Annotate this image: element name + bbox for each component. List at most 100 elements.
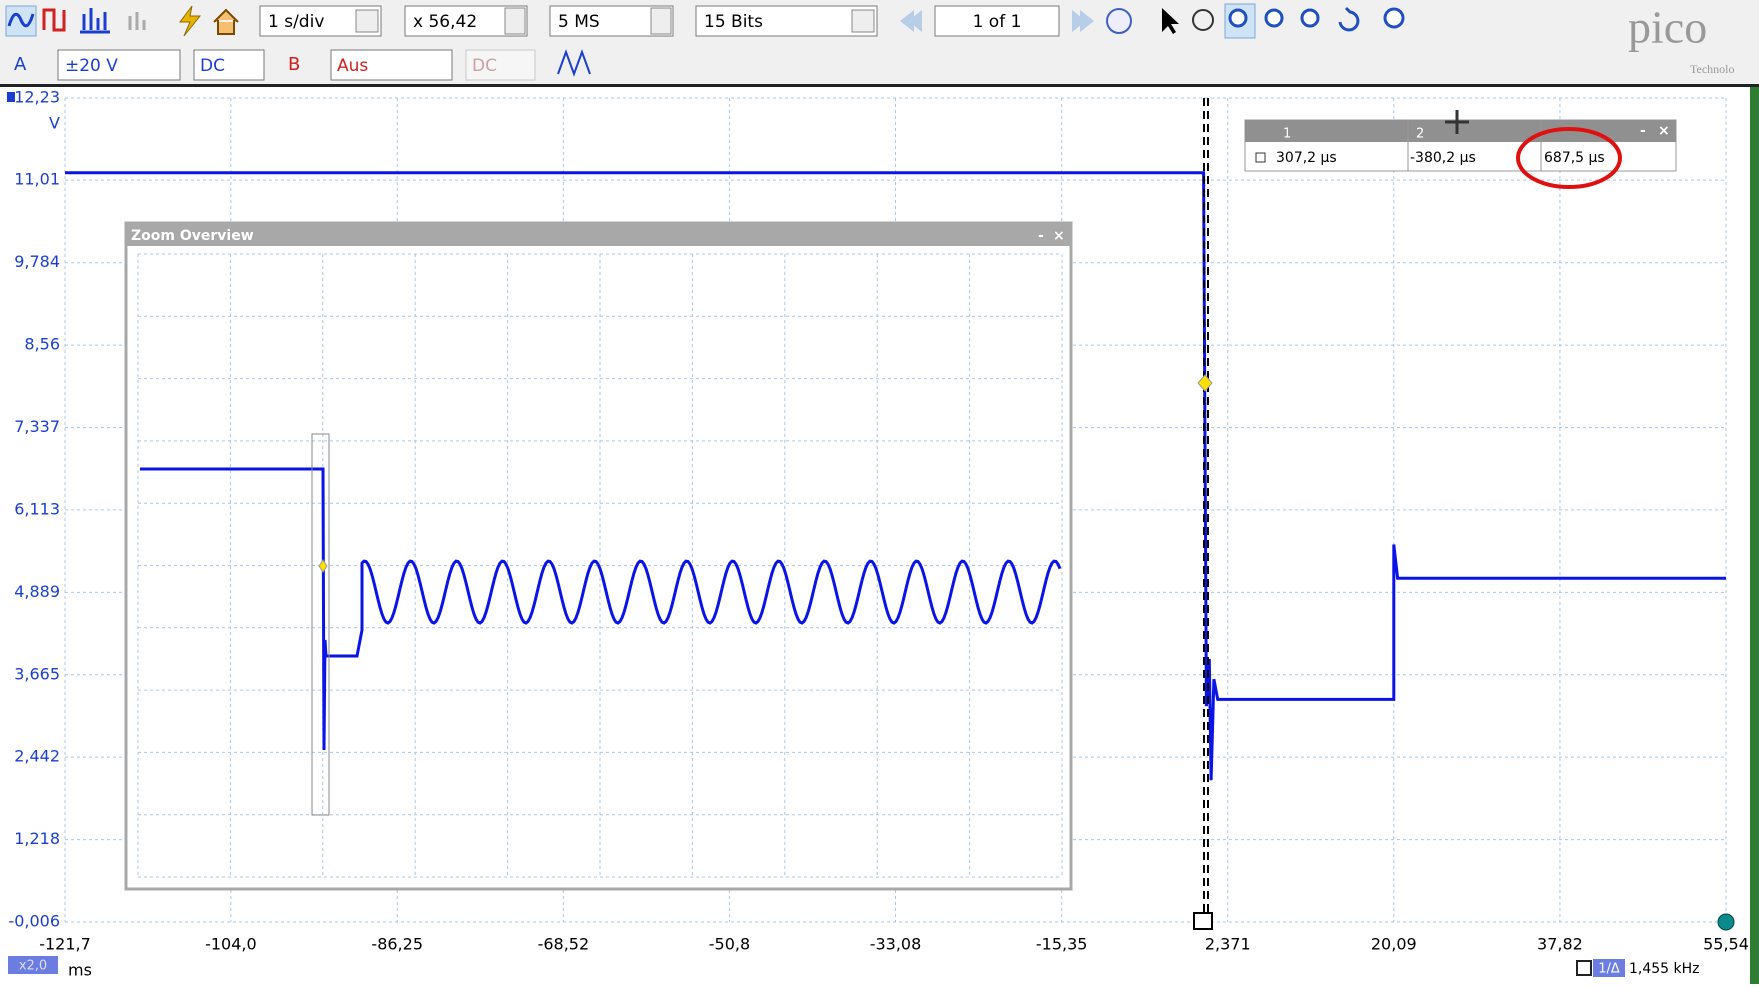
scope-icon xyxy=(7,12,35,28)
zoom-badge xyxy=(8,956,58,974)
x-tick-label: -33,08 xyxy=(870,935,922,954)
cursor-table: 1 2 - × 307,2 µs -380,2 µs 687,5 µs xyxy=(1244,110,1677,189)
cursor-table-header xyxy=(1245,120,1676,142)
disabled-icon xyxy=(128,12,146,30)
y-tick-label: 2,442 xyxy=(14,747,60,766)
y-tick-label: 11,01 xyxy=(14,170,60,189)
logo-subtitle: Technolo xyxy=(1690,62,1734,76)
zoom-in-tool[interactable] xyxy=(1264,8,1284,28)
close-button[interactable]: × xyxy=(1053,228,1065,244)
y-unit: V xyxy=(49,114,60,133)
channel-a-label: A xyxy=(14,54,27,75)
move-cursor-icon xyxy=(1445,110,1469,134)
x-unit: ms xyxy=(68,961,92,980)
dropdown-arrow[interactable] xyxy=(355,9,379,33)
channel-b-label: B xyxy=(288,54,300,75)
close-button[interactable]: × xyxy=(1658,123,1670,139)
x-tick-label: 37,82 xyxy=(1537,935,1583,954)
axis-marker xyxy=(7,92,15,102)
zoom-overview-title: Zoom Overview xyxy=(131,228,254,244)
x-tick-label: -50,8 xyxy=(709,935,750,954)
logo: pico xyxy=(1628,2,1707,53)
cursor-value: 307,2 µs xyxy=(1276,150,1337,166)
minimize-button[interactable]: - xyxy=(1640,123,1646,139)
window-edge xyxy=(1750,87,1759,984)
minimize-button[interactable]: - xyxy=(1038,228,1044,244)
trigger-marker xyxy=(318,559,328,573)
y-tick-label: 3,665 xyxy=(14,664,60,683)
prev-buffer-button[interactable] xyxy=(900,10,922,32)
y-tick-label: 6,113 xyxy=(14,499,60,518)
spectrum-icon[interactable] xyxy=(80,8,110,34)
toolbar-separator xyxy=(0,84,1759,87)
y-tick-label: 12,23 xyxy=(14,88,60,107)
timebase-text: 1 s/div xyxy=(268,12,324,32)
x-tick-label: -104,0 xyxy=(205,935,257,954)
persistence-icon[interactable] xyxy=(42,8,66,32)
hand-tool[interactable] xyxy=(1192,9,1214,31)
navigator-icon[interactable] xyxy=(1106,8,1132,34)
cursor-handle[interactable] xyxy=(1193,912,1213,930)
cursor-delta: 687,5 µs xyxy=(1544,150,1605,166)
y-tick-label: 7,337 xyxy=(14,417,60,436)
cursor-value: -380,2 µs xyxy=(1410,150,1476,166)
cursor-header: 1 xyxy=(1283,127,1291,142)
y-tick-label: 1,218 xyxy=(14,829,60,848)
zoom-icon xyxy=(1228,8,1248,28)
zoom-overview: Zoom Overview - × xyxy=(124,221,1073,891)
resolution-select[interactable] xyxy=(695,5,878,37)
x-tick-label: -121,7 xyxy=(39,935,91,954)
toolbar: 1 s/div x 56,42 5 MS 15 Bits 1 of 1 pico… xyxy=(5,2,1734,81)
x-tick-label: 55,54 xyxy=(1703,935,1749,954)
zoom-overview-trace xyxy=(140,467,1062,751)
cursor-header: 2 xyxy=(1416,127,1424,142)
highlight-ellipse xyxy=(1516,127,1622,189)
trace xyxy=(65,171,1726,781)
x-tick-label: -15,35 xyxy=(1036,935,1088,954)
zoom-overview-titlebar xyxy=(126,224,1071,246)
channel-b-range-text: Aus xyxy=(337,56,368,76)
cursor-swatch xyxy=(1255,152,1266,163)
channel-b-coupling xyxy=(465,49,536,81)
y-tick-label: 9,784 xyxy=(14,252,60,271)
zoom-badge-text: x2,0 xyxy=(19,959,47,974)
ruler-handle xyxy=(1717,913,1735,931)
buffer-text: 1 of 1 xyxy=(973,12,1022,32)
channel-b-range[interactable] xyxy=(330,49,453,81)
measure-value: 1,455 kHz xyxy=(1629,961,1700,977)
x-tick-label: -86,25 xyxy=(371,935,423,954)
dropdown-arrow[interactable] xyxy=(851,9,875,33)
math-button[interactable] xyxy=(557,49,591,77)
measure-label-box xyxy=(1593,959,1625,977)
zoom-window-box[interactable] xyxy=(311,433,330,816)
zoom-overview-window xyxy=(124,221,1073,891)
spin-buttons[interactable] xyxy=(650,7,672,35)
resolution-text: 15 Bits xyxy=(704,12,763,32)
x-tick-label: 2,371 xyxy=(1205,935,1251,954)
y-tick-label: 8,56 xyxy=(24,335,60,354)
undo-zoom[interactable] xyxy=(1338,6,1360,32)
channel-a-range[interactable] xyxy=(57,49,181,81)
spin-buttons[interactable] xyxy=(504,7,526,35)
x-tick-label: -68,52 xyxy=(538,935,590,954)
zoom-text: x 56,42 xyxy=(413,12,477,32)
x-tick-label: 20,09 xyxy=(1371,935,1417,954)
buffer-box xyxy=(934,5,1060,37)
zoom-overview-grid xyxy=(137,253,1063,878)
zoom-out-tool[interactable] xyxy=(1300,8,1320,28)
next-buffer-button[interactable] xyxy=(1072,10,1094,32)
measure-swatch xyxy=(1576,960,1592,976)
zoom-100[interactable] xyxy=(1383,7,1405,29)
home-icon[interactable] xyxy=(213,8,239,35)
channel-a-coupling[interactable] xyxy=(193,49,265,81)
channel-a-coupling-text: DC xyxy=(200,56,225,76)
y-tick-label: -0,006 xyxy=(8,912,60,931)
pointer-tool[interactable] xyxy=(1162,8,1179,34)
samples-text: 5 MS xyxy=(558,12,600,32)
measure-label: 1/Δ xyxy=(1598,962,1620,977)
y-tick-label: 4,889 xyxy=(14,582,60,601)
channel-b-coupling-text: DC xyxy=(472,56,497,76)
channel-a-range-text: ±20 V xyxy=(65,56,118,76)
trigger-icon[interactable] xyxy=(179,5,202,37)
